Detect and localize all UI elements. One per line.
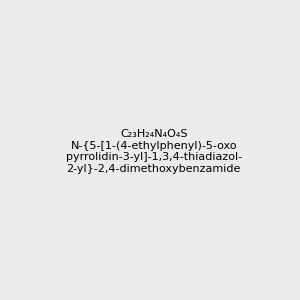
Text: C₂₃H₂₄N₄O₄S
N-{5-[1-(4-ethylphenyl)-5-oxo
pyrrolidin-3-yl]-1,3,4-thiadiazol-
2-y: C₂₃H₂₄N₄O₄S N-{5-[1-(4-ethylphenyl)-5-ox… <box>66 129 242 174</box>
